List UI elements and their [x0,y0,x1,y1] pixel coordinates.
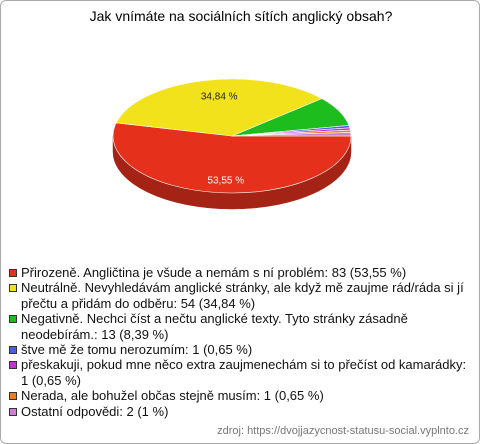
legend-item: štve mě že tomu nerozumím: 1 (0,65 %) [9,342,471,357]
legend-label: Přirozeně. Angličtina je všude a nemám s… [21,265,407,280]
chart-title: Jak vnímáte na sociálních sítích anglick… [90,8,393,24]
legend-swatch [9,315,17,324]
pie-slice [231,132,352,137]
legend-item: přeskakuji, pokud mne něco extra zaujmen… [9,357,471,388]
legend-label: Negativně. Nechci číst a nečtu anglické … [21,311,408,342]
legend-item: Nerada, ale bohužel občas stejně musím: … [9,388,471,403]
legend: Přirozeně. Angličtina je všude a nemám s… [9,265,471,419]
legend-label: Ostatní odpovědi: 2 (1 %) [21,403,169,419]
legend-label: Neutrálně. Nevyhledávám anglické stránky… [21,280,464,311]
pie-slice [115,78,323,137]
pie-area: Jak vnímáte na sociálních sítích anglick… [90,8,393,210]
pie-slice [112,122,352,194]
legend-swatch [9,284,17,293]
legend-swatch [9,361,17,370]
legend-label: štve mě že tomu nerozumím: 1 (0,65 %) [21,342,253,358]
legend-item: Negativně. Nechci číst a nečtu anglické … [9,311,471,342]
legend-swatch [9,392,17,401]
legend-label: přeskakuji, pokud mne něco extra zaujmen… [21,357,467,388]
slice-label: 34,84 % [201,91,238,102]
slice-label: 53,55 % [207,175,244,186]
legend-label: Nerada, ale bohužel občas stejně musím: … [21,388,324,404]
legend-swatch [9,269,17,277]
legend-swatch [9,407,17,416]
legend-item: Ostatní odpovědi: 2 (1 %) [9,404,471,419]
source: zdroj: https://dvojjazycnost-statusu-soc… [217,425,469,437]
legend-item: Neutrálně. Nevyhledávám anglické stránky… [9,280,471,311]
legend-item: Přirozeně. Angličtina je všude a nemám s… [9,265,471,280]
legend-swatch [9,346,17,355]
